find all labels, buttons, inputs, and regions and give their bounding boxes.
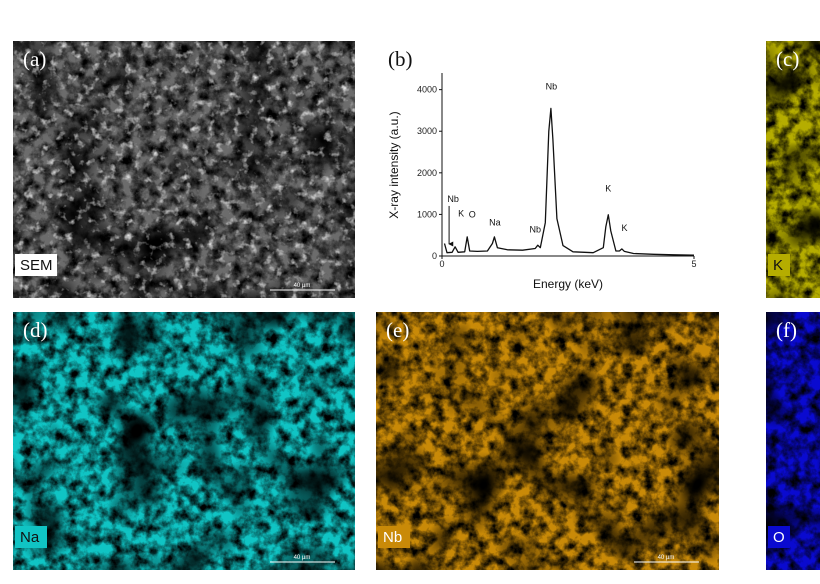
micrograph — [376, 312, 719, 570]
tag: K — [773, 257, 783, 274]
panel-label: (f) — [776, 318, 797, 342]
tag-box — [15, 526, 47, 548]
peak-annotation: K — [621, 223, 627, 233]
scale-bar-label: 40 µm — [294, 555, 311, 561]
tag-box — [378, 526, 410, 548]
tag-box — [15, 254, 57, 276]
panel-label: (c) — [776, 47, 799, 71]
peak-annotation: O — [469, 209, 476, 219]
image-panel: (a) SEM 40 µm — [13, 41, 355, 298]
scale-bar-label: 40 µm — [658, 555, 675, 561]
image-panel: (f) O — [766, 312, 820, 570]
image-shadow — [13, 312, 355, 570]
panel-label: (b) — [388, 47, 413, 71]
scale-bar-label: 40 µm — [294, 283, 311, 289]
micrograph — [766, 41, 820, 298]
y-axis-label: X-ray intensity (a.u.) — [387, 111, 401, 218]
panels: (a) SEM 40 µm (c) K (d) Na 40 µm (e) Nb 40 µm (f) O — [13, 41, 820, 570]
peak-annotation: Nb — [447, 194, 459, 204]
peak-annotation: Na — [489, 218, 501, 228]
y-tick-label: 4000 — [417, 85, 437, 95]
peak-annotation: Nb — [529, 225, 541, 235]
peak-annotation: K — [458, 208, 464, 218]
y-tick-label: 2000 — [417, 168, 437, 178]
micrograph — [13, 312, 355, 570]
y-tick-label: 1000 — [417, 209, 437, 219]
spectrum-line — [443, 107, 695, 256]
image-panel: (e) Nb 40 µm — [376, 312, 719, 570]
image-highlight — [13, 41, 355, 298]
peak-annotation: Nb — [546, 82, 558, 92]
x-tick-label: 0 — [439, 259, 444, 269]
micrograph — [13, 41, 355, 298]
tag: Na — [20, 529, 40, 546]
x-tick-label: 5 — [691, 259, 696, 269]
y-tick-label: 3000 — [417, 126, 437, 136]
tag: Nb — [383, 529, 402, 546]
tag-box — [768, 254, 790, 276]
panel-label: (d) — [23, 318, 48, 342]
image-shadow — [376, 312, 719, 570]
spectrum-chart: (b) Energy (keV) X-ray intensity (a.u.) … — [376, 41, 746, 298]
image-panel: (d) Na 40 µm — [13, 312, 355, 570]
tag: SEM — [20, 257, 53, 274]
peak-annotation: K — [605, 184, 611, 194]
tag: O — [773, 529, 785, 546]
y-tick-label: 0 — [432, 251, 437, 261]
image-panel: (c) K — [766, 41, 820, 298]
panel-label: (a) — [23, 47, 46, 71]
tag-box — [768, 526, 790, 548]
x-axis-label: Energy (keV) — [533, 277, 603, 291]
panel-label: (e) — [386, 318, 409, 342]
